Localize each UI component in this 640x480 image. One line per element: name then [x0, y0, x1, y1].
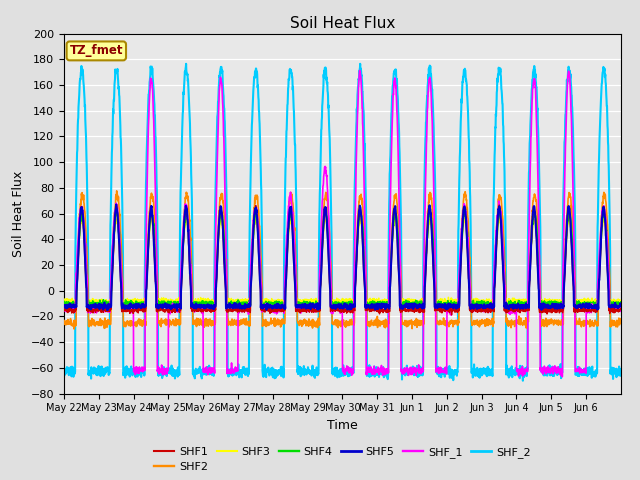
SHF2 [116, 221, 124, 227]
Y-axis label: Soil Heat Flux: Soil Heat Flux [12, 170, 25, 257]
SHF1 [617, 306, 625, 312]
SHF3 [78, 215, 86, 220]
Line: SHF1: SHF1 [64, 205, 621, 315]
SHF3 [376, 298, 384, 303]
SHF4 [510, 300, 518, 305]
SHF5 [617, 302, 625, 308]
SHF4 [127, 305, 135, 311]
SHF3 [542, 297, 550, 303]
SHF3 [60, 299, 68, 304]
SHF_2 [510, 368, 518, 374]
SHF3 [617, 299, 625, 305]
SHF5 [60, 303, 68, 309]
X-axis label: Time: Time [327, 419, 358, 432]
Line: SHF_1: SHF_1 [64, 71, 621, 377]
SHF4 [565, 208, 573, 214]
SHF2 [609, 319, 617, 325]
SHF1 [60, 307, 68, 313]
Line: SHF3: SHF3 [64, 217, 621, 305]
Text: TZ_fmet: TZ_fmet [70, 44, 123, 58]
SHF_2 [609, 367, 617, 373]
SHF5 [542, 302, 550, 308]
SHF_2 [116, 100, 124, 106]
Line: SHF5: SHF5 [64, 204, 621, 311]
SHF_1 [510, 304, 518, 310]
SHF_2 [376, 369, 384, 374]
SHF5 [609, 303, 617, 309]
SHF_2 [542, 370, 550, 376]
SHF_1 [609, 309, 617, 315]
SHF4 [542, 301, 550, 307]
SHF_2 [617, 367, 625, 373]
SHF_1 [617, 303, 625, 309]
SHF1 [495, 202, 503, 208]
SHF2 [60, 321, 68, 326]
SHF5 [376, 303, 384, 309]
SHF3 [236, 299, 244, 305]
SHF_1 [376, 367, 384, 373]
SHF_2 [60, 374, 68, 380]
SHF2 [511, 322, 518, 327]
Line: SHF2: SHF2 [64, 191, 621, 329]
SHF2 [236, 322, 244, 328]
SHF5 [511, 305, 518, 311]
SHF2 [617, 320, 625, 325]
SHF2 [376, 322, 384, 327]
SHF1 [448, 312, 456, 318]
SHF1 [609, 308, 617, 313]
Line: SHF4: SHF4 [64, 211, 621, 308]
SHF5 [116, 257, 124, 263]
SHF2 [542, 315, 550, 321]
SHF1 [542, 306, 550, 312]
SHF5 [113, 202, 120, 207]
SHF5 [173, 308, 181, 313]
SHF_2 [356, 61, 364, 67]
SHF3 [609, 298, 617, 303]
SHF4 [376, 300, 384, 306]
SHF4 [236, 301, 244, 307]
SHF3 [193, 302, 201, 308]
SHF_1 [60, 307, 68, 313]
SHF1 [511, 305, 518, 311]
Legend: SHF1, SHF2, SHF3, SHF4, SHF5, SHF_1, SHF_2: SHF1, SHF2, SHF3, SHF4, SHF5, SHF_1, SHF… [150, 443, 535, 477]
SHF2 [113, 188, 120, 194]
SHF_1 [236, 305, 244, 311]
Title: Soil Heat Flux: Soil Heat Flux [290, 16, 395, 31]
SHF_1 [542, 367, 550, 373]
SHF_1 [559, 374, 566, 380]
SHF4 [60, 299, 68, 304]
SHF4 [609, 300, 617, 305]
SHF_1 [116, 235, 124, 241]
Line: SHF_2: SHF_2 [64, 64, 621, 381]
SHF1 [116, 256, 124, 262]
SHF4 [617, 299, 625, 305]
SHF_2 [236, 370, 244, 376]
SHF_2 [519, 378, 527, 384]
SHF1 [376, 309, 383, 314]
SHF1 [236, 307, 244, 313]
SHF5 [236, 303, 244, 309]
SHF3 [116, 245, 124, 251]
SHF_1 [356, 68, 364, 73]
SHF3 [511, 298, 518, 304]
SHF2 [70, 326, 78, 332]
SHF4 [116, 229, 124, 235]
